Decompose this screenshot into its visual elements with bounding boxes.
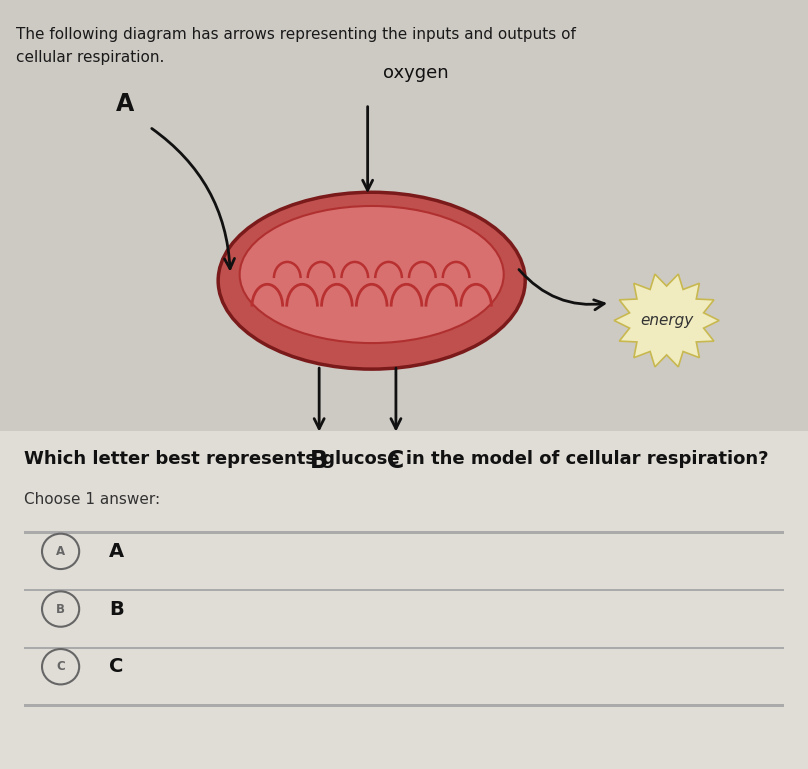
Text: B: B	[310, 449, 328, 474]
Text: Which letter best represents glucose in the model of cellular respiration?: Which letter best represents glucose in …	[24, 450, 768, 468]
Text: B: B	[56, 603, 65, 615]
Text: cellular respiration.: cellular respiration.	[16, 50, 165, 65]
Text: C: C	[387, 449, 405, 474]
FancyBboxPatch shape	[24, 589, 784, 591]
Ellipse shape	[218, 192, 525, 369]
FancyBboxPatch shape	[24, 531, 784, 534]
FancyBboxPatch shape	[0, 431, 808, 769]
Text: Choose 1 answer:: Choose 1 answer:	[24, 492, 160, 508]
Text: C: C	[109, 657, 124, 676]
Text: A: A	[109, 542, 124, 561]
Text: The following diagram has arrows representing the inputs and outputs of: The following diagram has arrows represe…	[16, 27, 576, 42]
FancyBboxPatch shape	[24, 704, 784, 707]
FancyBboxPatch shape	[24, 647, 784, 649]
Text: C: C	[57, 661, 65, 673]
Text: A: A	[56, 545, 65, 558]
Text: oxygen: oxygen	[383, 64, 449, 82]
Polygon shape	[614, 274, 719, 367]
Text: energy: energy	[640, 313, 693, 328]
Text: B: B	[109, 600, 124, 618]
Text: A: A	[116, 92, 134, 116]
Ellipse shape	[240, 206, 503, 343]
